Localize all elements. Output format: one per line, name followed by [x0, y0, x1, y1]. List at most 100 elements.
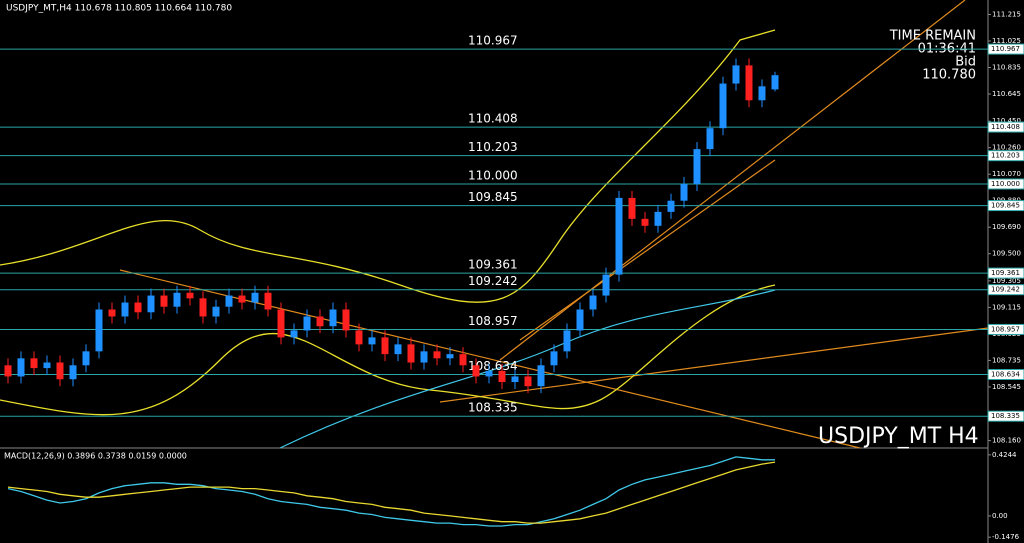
- macd-y-tick-label: 0.00: [992, 512, 1008, 520]
- trend-line: [519, 159, 776, 341]
- level-label: 109.361: [468, 258, 518, 272]
- level-label: 109.845: [468, 190, 518, 204]
- level-tag: [987, 43, 1024, 55]
- level-tag: [987, 368, 1024, 380]
- y-tick-label: 109.500: [992, 250, 1021, 258]
- level-tag-label: 109.845: [991, 202, 1020, 210]
- level-tag-label: 110.408: [991, 123, 1020, 131]
- candle-body: [173, 292, 181, 307]
- y-tick-label: 110.450: [992, 117, 1021, 125]
- candle-body: [433, 351, 441, 359]
- candle-body: [394, 344, 402, 355]
- y-tick-label: 108.160: [992, 437, 1021, 445]
- y-tick-label: 110.260: [992, 144, 1021, 152]
- level-tag-label: 109.361: [991, 269, 1020, 277]
- candle-body: [225, 295, 233, 307]
- level-tag: [987, 267, 1024, 279]
- level-label: 110.967: [468, 34, 518, 48]
- level-tag-label: 110.000: [991, 180, 1020, 188]
- candle-body: [342, 309, 350, 331]
- watermark: USDJPY_MT H4: [818, 424, 979, 449]
- candle-body: [17, 358, 25, 377]
- candle-body: [641, 218, 649, 226]
- candle-body: [459, 354, 467, 366]
- level-tag: [987, 284, 1024, 296]
- candle-body: [485, 370, 493, 377]
- band-lines: [0, 29, 776, 416]
- level-tag-label: 108.634: [991, 370, 1020, 378]
- macd-y-tick-label: -0.1476: [992, 533, 1020, 541]
- candle-body: [615, 197, 623, 275]
- candle-body: [537, 365, 545, 387]
- candle-body: [758, 86, 766, 101]
- level-tag: [987, 323, 1024, 335]
- candle-body: [264, 292, 272, 310]
- candle-body: [654, 211, 662, 226]
- level-tag-label: 109.242: [991, 286, 1020, 294]
- macd-y-tick-label: 0.4244: [992, 451, 1017, 459]
- candle-body: [381, 337, 389, 355]
- candle-body: [355, 330, 363, 345]
- candle-body: [329, 309, 337, 327]
- candle-body: [303, 316, 311, 331]
- candle-body: [147, 295, 155, 313]
- candle-body: [563, 330, 571, 352]
- candle-body: [498, 370, 506, 383]
- candle-body: [251, 292, 259, 303]
- level-tag: [987, 150, 1024, 162]
- y-tick-label: 111.025: [992, 37, 1021, 45]
- candle-body: [134, 302, 142, 313]
- candle-body: [108, 309, 116, 317]
- candle-body: [511, 376, 519, 383]
- level-tag-label: 110.203: [991, 152, 1020, 160]
- y-tick-label: 111.215: [992, 11, 1021, 19]
- candle-body: [82, 351, 90, 366]
- level-tag: [987, 410, 1024, 422]
- level-tag-label: 108.335: [991, 412, 1020, 420]
- level-label: 108.634: [468, 359, 518, 373]
- candle-body: [693, 149, 701, 184]
- time-remain-label: TIME REMAIN: [889, 29, 976, 44]
- header: USDJPY_MT,H4 110.678 110.805 110.664 110…: [6, 4, 232, 14]
- candle-body: [56, 362, 64, 380]
- y-tick-label: 110.070: [992, 170, 1021, 178]
- candle-body: [238, 295, 246, 303]
- band-upper: [0, 29, 776, 303]
- candle-body: [524, 376, 532, 387]
- level-tag-label: 110.967: [991, 45, 1020, 53]
- moving-average: [279, 289, 776, 449]
- level-label: 110.203: [468, 140, 518, 154]
- candle-body: [95, 309, 103, 352]
- candle-body: [420, 351, 428, 363]
- trend-line: [439, 327, 989, 403]
- macd-line: [7, 461, 776, 524]
- candle-body: [4, 365, 12, 377]
- bid-label: Bid: [955, 55, 976, 70]
- y-tick-label: 109.115: [992, 303, 1021, 311]
- level-tag: [987, 121, 1024, 133]
- level-tag: [987, 178, 1024, 190]
- macd-line: [7, 456, 775, 527]
- band-lower: [0, 284, 776, 416]
- level-tag: [987, 200, 1024, 212]
- candle-body: [576, 309, 584, 331]
- candle-body: [290, 330, 298, 338]
- candle-body: [472, 365, 480, 377]
- candle-body: [745, 65, 753, 101]
- level-label: 109.242: [468, 274, 518, 288]
- candle-body: [277, 309, 285, 338]
- y-tick-label: 110.835: [992, 64, 1021, 72]
- candle-body: [446, 354, 454, 359]
- level-label: 108.957: [468, 314, 518, 328]
- candle-body: [706, 128, 714, 150]
- candle-body: [368, 337, 376, 345]
- y-tick-label: 109.690: [992, 223, 1021, 231]
- candle-body: [680, 183, 688, 201]
- y-tick-label: 110.645: [992, 90, 1021, 98]
- y-tick-label: 108.735: [992, 356, 1021, 364]
- y-tick-label: 108.545: [992, 383, 1021, 391]
- candle-body: [160, 295, 168, 307]
